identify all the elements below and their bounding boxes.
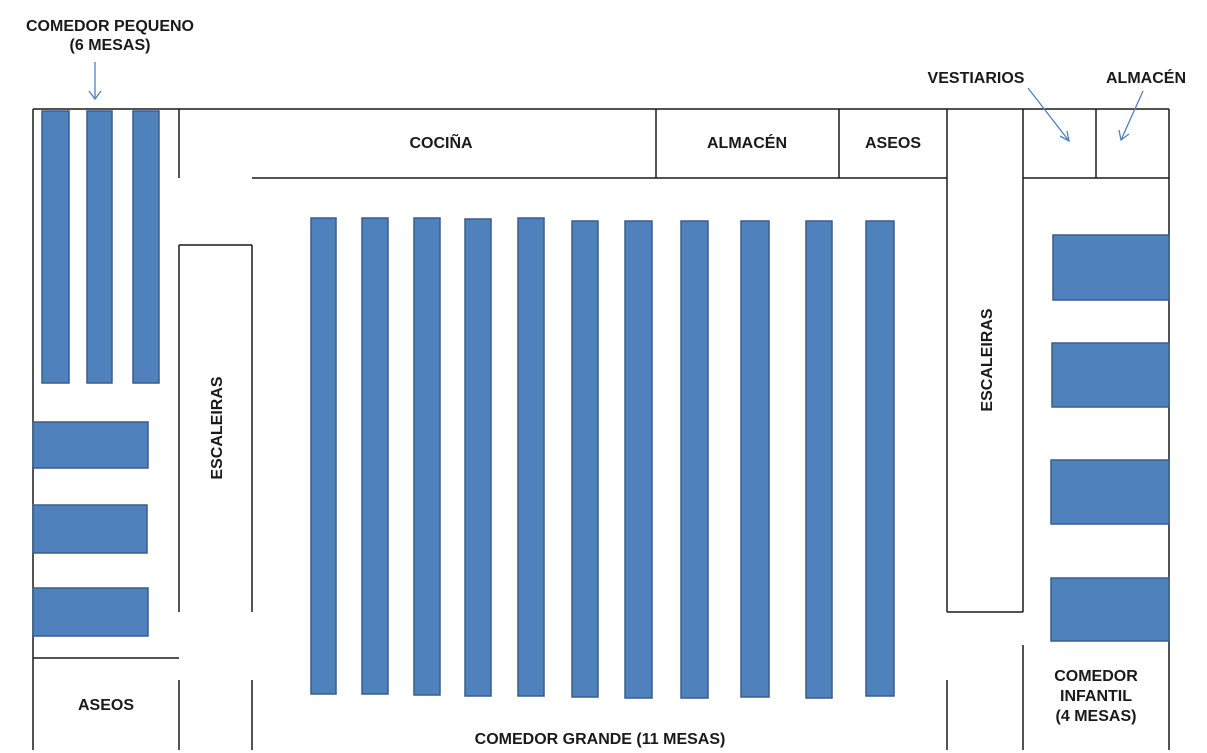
label-comedor-infantil-2: INFANTIL [1060,688,1132,705]
label-escaleiras-right: ESCALEIRAS [979,308,996,411]
tables-comedor-grande [310,217,895,699]
label-almacen-top: ALMACÉN [1106,68,1186,87]
label-aseos-top: ASEOS [865,135,921,152]
table [517,217,545,697]
walls [32,108,1170,750]
label-almacen: ALMACÉN [707,133,787,152]
tables-comedor-pequeno [32,110,160,637]
table [740,220,770,698]
table [464,218,492,697]
label-aseos-bottom: ASEOS [78,697,134,714]
label-cocina: COCIÑA [409,132,473,152]
arrow-icon [1027,87,1070,143]
label-comedor-pequeno: COMEDOR PEQUENO [26,18,194,35]
label-comedor-infantil-count: (4 MESAS) [1056,708,1137,725]
table [32,587,149,637]
label-escaleiras-left: ESCALEIRAS [209,376,226,479]
label-vestiarios: VESTIARIOS [928,70,1025,87]
table [413,217,441,696]
labels: COMEDOR PEQUENO (6 MESAS) VESTIARIOS ALM… [26,18,1186,748]
table [361,217,389,695]
table [865,220,895,697]
table [32,504,148,554]
arrow-icon [88,62,102,101]
label-comedor-pequeno-count: (6 MESAS) [70,37,151,54]
table [571,220,599,698]
table [624,220,653,699]
table [805,220,833,699]
arrows [88,62,1144,143]
table [132,110,160,384]
table [1050,459,1170,525]
tables-comedor-infantil [1050,234,1170,642]
label-comedor-grande: COMEDOR GRANDE (11 MESAS) [475,731,726,748]
table [310,217,337,695]
table [1050,577,1170,642]
table [1051,342,1170,408]
table [680,220,709,699]
table [32,421,149,469]
arrow-icon [1118,90,1144,142]
label-comedor-infantil: COMEDOR [1054,668,1138,685]
table [1052,234,1170,301]
table [41,110,70,384]
table [86,110,113,384]
